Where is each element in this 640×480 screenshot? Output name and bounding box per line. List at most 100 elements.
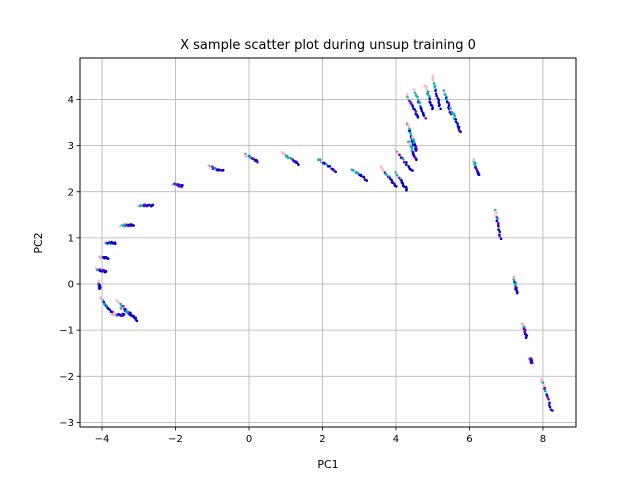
data-point xyxy=(437,101,441,104)
data-point xyxy=(99,296,102,300)
data-point xyxy=(497,228,501,232)
data-point xyxy=(405,161,408,164)
data-point xyxy=(416,116,420,119)
data-point xyxy=(443,93,447,96)
data-point xyxy=(433,85,437,89)
data-point xyxy=(129,311,132,315)
plot-frame xyxy=(79,57,577,428)
data-point xyxy=(437,98,441,102)
data-point xyxy=(426,93,430,96)
data-point xyxy=(495,219,499,223)
data-point xyxy=(410,146,414,150)
data-point xyxy=(334,170,338,174)
data-point xyxy=(211,167,215,171)
data-point xyxy=(540,378,543,381)
data-point xyxy=(412,138,416,141)
data-point xyxy=(388,177,392,180)
data-point xyxy=(139,204,143,207)
data-point xyxy=(525,334,529,337)
data-point xyxy=(449,108,453,112)
data-point xyxy=(401,182,405,185)
data-point xyxy=(177,184,181,187)
data-point xyxy=(447,104,451,107)
data-point xyxy=(430,104,434,107)
y-tick-label: −3 xyxy=(59,418,74,429)
data-point xyxy=(320,159,324,163)
data-point xyxy=(411,105,415,108)
data-point xyxy=(477,173,481,176)
data-point xyxy=(395,185,398,188)
data-point xyxy=(439,107,442,111)
data-point xyxy=(514,284,517,287)
x-tick-label: 4 xyxy=(393,434,399,445)
data-point xyxy=(531,361,534,365)
data-point xyxy=(434,89,437,92)
data-point xyxy=(122,313,126,316)
data-point xyxy=(548,405,552,409)
data-point xyxy=(402,160,406,164)
x-tick-label: 6 xyxy=(466,434,472,445)
axis-ticks: −4 −2 0 2 4 6 8 −3 −2 −1 0 1 2 3 4 xyxy=(59,95,546,445)
data-point xyxy=(428,97,432,101)
data-point xyxy=(424,117,428,120)
data-point xyxy=(522,323,525,326)
data-point xyxy=(456,122,459,125)
y-tick-label: −2 xyxy=(59,372,74,383)
data-point xyxy=(413,108,417,111)
data-point xyxy=(459,130,462,133)
data-point xyxy=(390,178,394,182)
data-point xyxy=(211,165,214,169)
data-point xyxy=(297,163,300,166)
y-tick-label: 3 xyxy=(68,141,74,152)
data-point xyxy=(362,175,366,179)
data-point xyxy=(454,118,458,121)
data-point xyxy=(544,389,547,393)
data-point xyxy=(317,158,320,162)
data-point xyxy=(318,158,322,161)
data-point xyxy=(405,188,408,192)
grid xyxy=(80,58,576,427)
y-tick-label: 1 xyxy=(68,233,74,244)
data-point xyxy=(415,158,418,161)
data-point xyxy=(515,291,519,295)
data-point xyxy=(542,384,546,388)
data-point xyxy=(497,225,500,228)
data-point xyxy=(132,315,135,318)
data-point xyxy=(432,82,436,85)
data-point xyxy=(426,90,430,94)
data-point xyxy=(217,168,220,171)
data-point xyxy=(498,230,502,234)
data-point xyxy=(524,336,528,340)
data-point xyxy=(119,302,123,306)
data-point xyxy=(416,95,419,99)
data-point xyxy=(135,319,139,323)
data-point xyxy=(437,104,441,108)
data-point xyxy=(395,173,399,177)
x-tick-label: 0 xyxy=(246,434,252,445)
y-axis-label: PC2 xyxy=(32,232,45,253)
data-point xyxy=(252,157,255,160)
data-point xyxy=(408,129,412,133)
data-point xyxy=(181,184,184,187)
data-point xyxy=(435,94,439,98)
data-point xyxy=(221,168,225,172)
data-point xyxy=(448,110,452,114)
data-point xyxy=(417,98,420,102)
data-point xyxy=(331,167,334,171)
y-tick-label: −1 xyxy=(59,326,74,337)
data-point xyxy=(431,78,435,82)
data-point xyxy=(428,95,431,98)
data-point xyxy=(409,132,412,135)
data-point xyxy=(547,398,550,401)
data-point xyxy=(295,161,299,164)
data-point xyxy=(132,224,135,227)
data-point xyxy=(414,110,418,113)
chart-title: X sample scatter plot during unsup train… xyxy=(180,38,476,53)
data-point xyxy=(425,85,428,89)
data-point xyxy=(474,167,478,170)
data-point xyxy=(117,301,121,304)
data-point xyxy=(388,175,391,178)
data-point xyxy=(420,109,424,113)
data-point xyxy=(365,179,369,182)
